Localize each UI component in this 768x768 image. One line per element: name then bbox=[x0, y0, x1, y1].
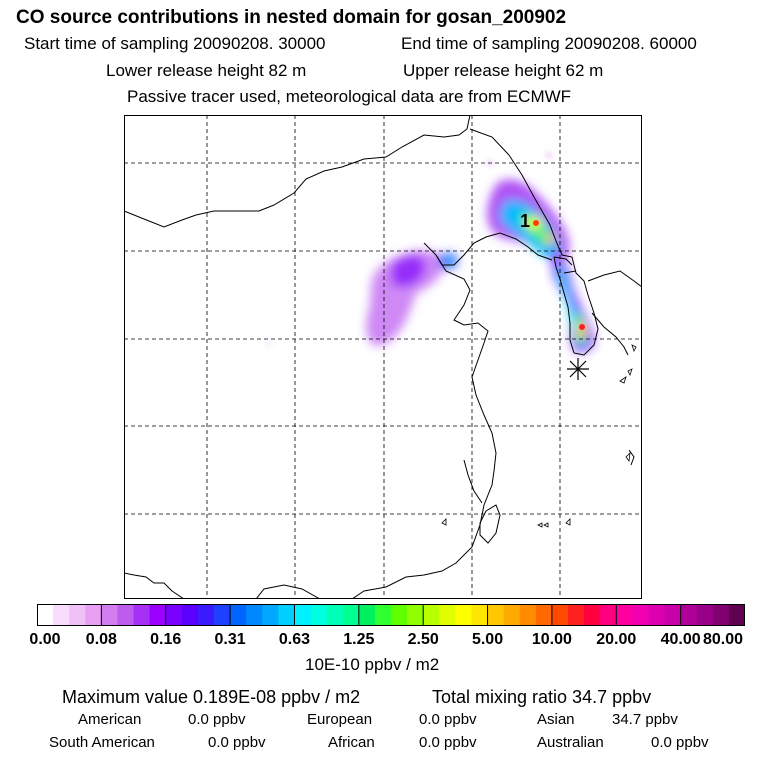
colorbar-swatch bbox=[503, 604, 521, 626]
european-value: 0.0 ppbv bbox=[419, 711, 477, 728]
colorbar-swatch bbox=[712, 604, 730, 626]
colorbar-swatch bbox=[568, 604, 585, 626]
taiwan-outline bbox=[479, 504, 501, 544]
upper-release-label: Upper release height 62 m bbox=[403, 61, 604, 80]
colorbar-tick-label: 10.00 bbox=[531, 631, 572, 648]
colorbar-swatch bbox=[246, 604, 263, 626]
colorbar-swatch bbox=[342, 604, 360, 626]
colorbar-tick-label: 0.16 bbox=[150, 631, 182, 648]
colorbar-swatch bbox=[696, 604, 714, 626]
colorbar-swatch bbox=[310, 604, 328, 626]
colorbar-swatch bbox=[262, 604, 279, 626]
asian-value: 34.7 ppbv bbox=[612, 711, 678, 728]
colorbar-swatch bbox=[535, 604, 553, 626]
map-title: CO source contributions in nested domain… bbox=[16, 7, 567, 28]
south-american-label: South American bbox=[49, 734, 155, 751]
colorbar-tick-label: 1.25 bbox=[343, 631, 375, 648]
colorbar-swatch bbox=[165, 604, 183, 626]
colorbar-tick-label: 80.00 bbox=[702, 631, 744, 648]
colorbar-swatch bbox=[37, 604, 54, 626]
american-value: 0.0 ppbv bbox=[188, 711, 246, 728]
colorbar-frame bbox=[37, 604, 745, 626]
colorbar-swatch bbox=[278, 604, 295, 626]
colorbar-tick-label: 0.08 bbox=[85, 631, 117, 648]
coastline-borders bbox=[124, 115, 642, 599]
colorbar-swatch bbox=[294, 604, 312, 626]
plume-korea bbox=[552, 255, 594, 353]
colorbar-swatch bbox=[728, 604, 745, 626]
map-frame bbox=[124, 115, 642, 599]
colorbar-swatch bbox=[326, 604, 344, 626]
start-time-label: Start time of sampling 20090208. 30000 bbox=[24, 34, 326, 53]
lower-release-label: Lower release height 82 m bbox=[106, 61, 307, 80]
colorbar-swatch bbox=[487, 604, 505, 626]
american-label: American bbox=[78, 711, 142, 728]
colorbar-swatch bbox=[181, 604, 199, 626]
colorbar-swatch bbox=[101, 604, 118, 626]
colorbar-tick-label: 0.63 bbox=[278, 631, 311, 648]
colorbar-swatch bbox=[455, 604, 472, 626]
african-label: African bbox=[328, 734, 375, 751]
colorbar-swatch bbox=[680, 604, 698, 626]
colorbar-tick-label: 0.31 bbox=[214, 631, 246, 648]
colorbar-swatch bbox=[632, 604, 649, 626]
map-gridlines bbox=[124, 115, 642, 599]
colorbar-tick-label: 5.00 bbox=[471, 631, 504, 648]
colorbar-unit-label: 10E-10 ppbv / m2 bbox=[305, 655, 440, 674]
colorbar-tick-label: 40.00 bbox=[660, 631, 701, 648]
colorbar-swatch bbox=[214, 604, 231, 626]
small-islands bbox=[441, 344, 637, 528]
colorbar-swatch bbox=[117, 604, 135, 626]
colorbar-tick-label: 2.50 bbox=[407, 631, 439, 648]
max-value-label: Maximum value 0.189E-08 ppbv / m2 bbox=[62, 687, 361, 707]
colorbar-tick-label: 0.00 bbox=[29, 631, 61, 648]
colorbar-swatch bbox=[616, 604, 633, 626]
colorbar-swatch bbox=[85, 604, 102, 626]
colorbar-swatch bbox=[391, 604, 408, 626]
colorbar-swatch bbox=[648, 604, 666, 626]
asian-label: Asian bbox=[537, 711, 575, 728]
south-american-value: 0.0 ppbv bbox=[208, 734, 266, 751]
european-label: European bbox=[307, 711, 373, 728]
colorbar-swatch bbox=[149, 604, 167, 626]
colorbar-tick-label: 20.00 bbox=[596, 631, 637, 648]
colorbar-swatch bbox=[230, 604, 247, 626]
colorbar-swatch bbox=[69, 604, 86, 626]
colorbar-swatch bbox=[423, 604, 440, 626]
australian-label: Australian bbox=[537, 734, 604, 751]
colorbar-swatch bbox=[600, 604, 617, 626]
african-value: 0.0 ppbv bbox=[419, 734, 477, 751]
colorbar-swatch bbox=[584, 604, 601, 626]
hotspot-south bbox=[579, 324, 585, 330]
colorbar-swatch bbox=[471, 604, 489, 626]
colorbar-swatch bbox=[439, 604, 456, 626]
colorbar-swatch bbox=[53, 604, 70, 626]
end-time-label: End time of sampling 20090208. 60000 bbox=[401, 34, 697, 53]
colorbar-swatch bbox=[664, 604, 682, 626]
australian-value: 0.0 ppbv bbox=[651, 734, 709, 751]
hotspot-north bbox=[533, 220, 539, 226]
release-marker-label: 1 bbox=[520, 211, 530, 231]
plume-north bbox=[487, 179, 570, 262]
colorbar-swatch bbox=[551, 604, 569, 626]
colorbar-swatch bbox=[519, 604, 537, 626]
tracer-info-label: Passive tracer used, meteorological data… bbox=[127, 87, 572, 106]
colorbar bbox=[37, 604, 745, 626]
colorbar-swatch bbox=[197, 604, 215, 626]
receptor-marker bbox=[567, 358, 589, 380]
colorbar-swatch bbox=[133, 604, 151, 626]
colorbar-swatch bbox=[358, 604, 376, 626]
colorbar-swatch bbox=[374, 604, 392, 626]
colorbar-swatch bbox=[407, 604, 424, 626]
total-mixing-ratio-label: Total mixing ratio 34.7 ppbv bbox=[432, 687, 652, 707]
source-contribution-map: 1 bbox=[124, 115, 642, 599]
